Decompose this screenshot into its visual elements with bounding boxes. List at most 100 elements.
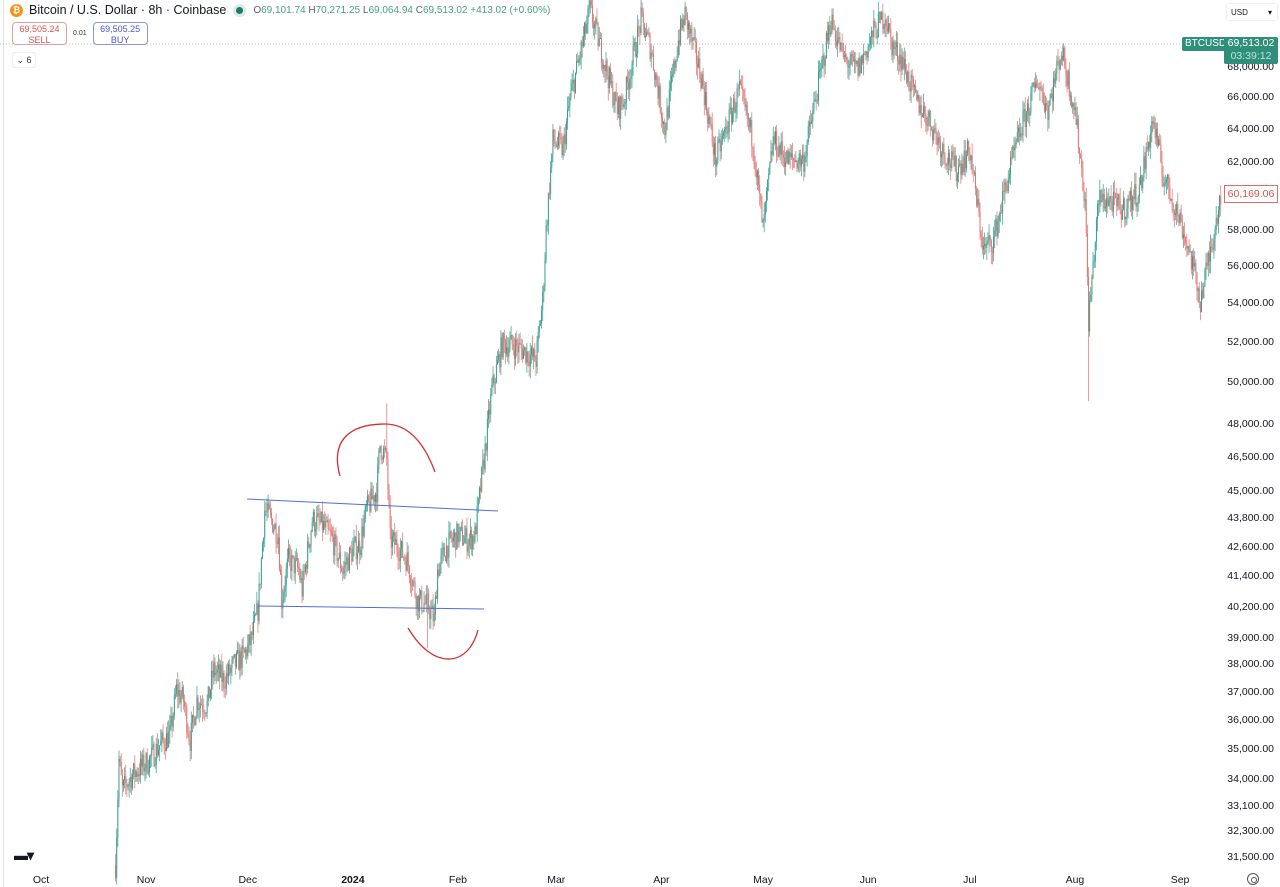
candle-body xyxy=(452,537,454,542)
buy-button[interactable]: 69,505.25 BUY xyxy=(92,22,148,45)
trendline-resistance[interactable] xyxy=(246,498,499,512)
candle-body xyxy=(582,36,584,47)
candle xyxy=(483,453,485,475)
candle-body xyxy=(715,143,717,167)
candle xyxy=(637,15,639,59)
candle-body xyxy=(243,648,245,653)
candle-body xyxy=(576,60,578,73)
candle-body xyxy=(115,865,117,879)
tradingview-logo[interactable]: ▬▾ xyxy=(14,847,34,863)
candle-body xyxy=(707,111,709,124)
candle xyxy=(1106,187,1108,218)
candle-body xyxy=(884,20,886,27)
candle xyxy=(724,127,726,142)
sell-button[interactable]: 69,505.24 SELL xyxy=(12,22,67,45)
candle-body xyxy=(497,360,499,365)
candle-body xyxy=(856,61,858,65)
candle xyxy=(930,125,932,132)
candle xyxy=(971,143,973,175)
candle-body xyxy=(709,116,711,125)
time-tick-label: Mar xyxy=(547,874,566,886)
candle xyxy=(436,589,437,600)
candle-body xyxy=(160,740,162,746)
candle xyxy=(1019,117,1021,146)
candle-body xyxy=(156,743,158,756)
candle-body xyxy=(245,649,247,653)
candle xyxy=(1085,187,1087,237)
candle xyxy=(622,94,624,111)
candle xyxy=(836,30,838,50)
candle-body xyxy=(878,12,880,14)
candle xyxy=(708,106,710,129)
candle-body xyxy=(241,645,243,668)
candle-body xyxy=(553,129,555,142)
candle-body xyxy=(1028,103,1030,116)
candle-body xyxy=(795,160,797,163)
drawing-arc-bottom[interactable] xyxy=(407,627,479,660)
candle-body xyxy=(621,96,623,105)
candle-body xyxy=(1034,82,1036,88)
candle xyxy=(1073,102,1075,120)
candle-body xyxy=(147,771,149,773)
candle xyxy=(1001,202,1002,214)
candle xyxy=(878,11,880,24)
candle-body xyxy=(608,68,610,89)
candle xyxy=(172,712,174,732)
candle xyxy=(602,58,604,74)
candle-body xyxy=(204,712,206,714)
candle-body xyxy=(560,136,562,140)
gear-icon[interactable] xyxy=(1247,873,1259,885)
candle-body xyxy=(1190,251,1192,270)
indicators-toggle-button[interactable]: ⌄ 6 xyxy=(12,52,36,68)
candle-body xyxy=(193,714,195,718)
candle-body xyxy=(658,85,660,99)
symbol-title[interactable]: Bitcoin / U.S. Dollar · 8h · Coinbase xyxy=(29,3,227,17)
candle-body xyxy=(169,725,171,732)
time-tick-label: 2024 xyxy=(341,874,365,886)
candle-body xyxy=(146,753,148,773)
candle-body xyxy=(752,146,754,151)
candle-body xyxy=(788,151,790,165)
candle-body xyxy=(660,111,662,118)
candle xyxy=(718,129,720,144)
candle-body xyxy=(426,593,428,595)
price-tick-label: 39,000.00 xyxy=(1227,631,1274,644)
candle-body xyxy=(836,41,838,46)
candle xyxy=(1092,251,1094,280)
candle xyxy=(791,142,793,171)
candle-body xyxy=(125,775,127,784)
candle-body xyxy=(195,716,197,726)
trendline-support[interactable] xyxy=(257,605,485,610)
currency-select[interactable]: USD ▾ xyxy=(1226,3,1278,21)
candle xyxy=(623,99,625,109)
candle-body xyxy=(804,156,806,172)
candle xyxy=(675,59,677,72)
candle xyxy=(382,445,384,463)
candle-body xyxy=(996,218,998,237)
candle xyxy=(872,29,874,45)
candle xyxy=(704,82,706,110)
candle-body xyxy=(150,755,152,757)
candle-body xyxy=(203,709,205,713)
candle-body xyxy=(333,536,335,556)
candle-body xyxy=(1196,272,1198,291)
candle-body xyxy=(199,703,201,708)
candle-body xyxy=(704,92,706,106)
candle-body xyxy=(624,102,626,104)
drawing-arc-top[interactable] xyxy=(336,423,436,477)
candle-body xyxy=(633,42,635,46)
candle-body xyxy=(294,558,296,574)
candle-body xyxy=(562,143,564,156)
candle-body xyxy=(898,60,900,65)
candle xyxy=(794,154,796,169)
candle xyxy=(364,503,366,523)
candle xyxy=(1071,92,1073,108)
candle-body xyxy=(174,694,176,696)
time-tick-label: Apr xyxy=(653,874,670,886)
candle xyxy=(1164,174,1166,187)
candle xyxy=(868,32,870,52)
candle xyxy=(615,82,617,102)
candle xyxy=(751,112,753,158)
candle-body xyxy=(1109,196,1111,200)
